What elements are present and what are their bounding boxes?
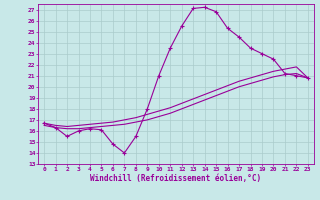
X-axis label: Windchill (Refroidissement éolien,°C): Windchill (Refroidissement éolien,°C) bbox=[91, 174, 261, 183]
